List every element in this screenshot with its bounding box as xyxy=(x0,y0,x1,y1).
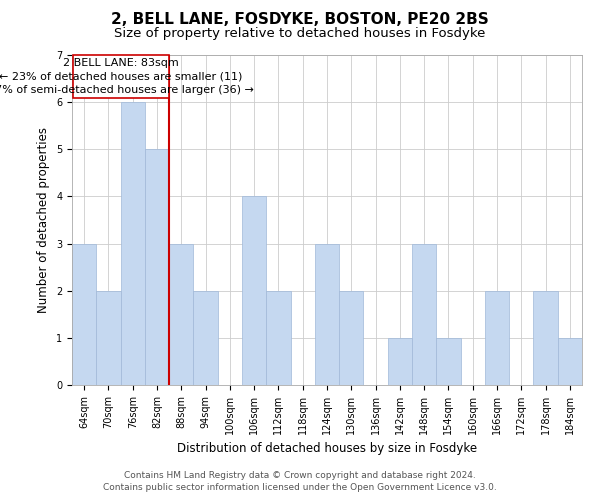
FancyBboxPatch shape xyxy=(73,55,169,98)
Text: 2, BELL LANE, FOSDYKE, BOSTON, PE20 2BS: 2, BELL LANE, FOSDYKE, BOSTON, PE20 2BS xyxy=(111,12,489,28)
Y-axis label: Number of detached properties: Number of detached properties xyxy=(37,127,50,313)
Bar xyxy=(339,290,364,385)
X-axis label: Distribution of detached houses by size in Fosdyke: Distribution of detached houses by size … xyxy=(177,442,477,456)
Bar xyxy=(388,338,412,385)
Bar xyxy=(436,338,461,385)
Bar xyxy=(412,244,436,385)
Text: 2 BELL LANE: 83sqm
← 23% of detached houses are smaller (11)
77% of semi-detache: 2 BELL LANE: 83sqm ← 23% of detached hou… xyxy=(0,58,254,95)
Bar xyxy=(533,290,558,385)
Bar xyxy=(72,244,96,385)
Bar xyxy=(558,338,582,385)
Text: Contains HM Land Registry data © Crown copyright and database right 2024.
Contai: Contains HM Land Registry data © Crown c… xyxy=(103,471,497,492)
Bar xyxy=(96,290,121,385)
Bar xyxy=(193,290,218,385)
Text: Size of property relative to detached houses in Fosdyke: Size of property relative to detached ho… xyxy=(115,28,485,40)
Bar xyxy=(121,102,145,385)
Bar xyxy=(169,244,193,385)
Bar xyxy=(485,290,509,385)
Bar xyxy=(145,150,169,385)
Bar xyxy=(242,196,266,385)
Bar xyxy=(315,244,339,385)
Bar xyxy=(266,290,290,385)
